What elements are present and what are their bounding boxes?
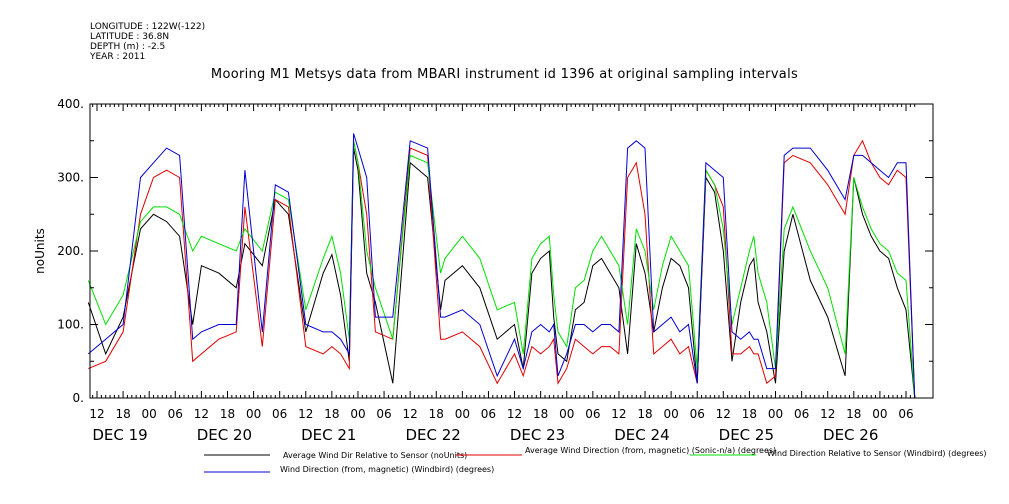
- x-day-label: DEC 20: [197, 426, 252, 444]
- x-hour-label: 06: [168, 407, 183, 421]
- x-hour-label: 12: [298, 407, 313, 421]
- x-hour-label: 00: [663, 407, 678, 421]
- x-hour-label: 06: [898, 407, 913, 421]
- x-day-label: DEC 23: [510, 426, 565, 444]
- x-day-label: DEC 21: [301, 426, 356, 444]
- y-tick-label: 200.: [57, 244, 84, 258]
- x-hour-label: 06: [585, 407, 600, 421]
- metadata-block: LONGITUDE : 122W(-122) LATITUDE : 36.8N …: [90, 22, 205, 62]
- x-hour-label: 12: [89, 407, 104, 421]
- y-tick-label: 0.: [73, 391, 84, 405]
- year-text: YEAR : 2011: [90, 52, 146, 62]
- x-hour-label: 18: [429, 407, 444, 421]
- x-day-label: DEC 24: [614, 426, 669, 444]
- legend-label: Wind Direction (from, magnetic) (Windbir…: [280, 465, 494, 474]
- x-hour-label: 06: [794, 407, 809, 421]
- series-line-1: [87, 148, 916, 399]
- y-tick-label: 100.: [57, 318, 84, 332]
- x-day-label: DEC 19: [92, 426, 147, 444]
- y-axis-label: noUnits: [33, 228, 47, 274]
- x-hour-label: 12: [820, 407, 835, 421]
- legend-label: Average Wind Dir Relative to Sensor (noU…: [283, 451, 467, 460]
- legend-label: Wind Direction Relative to Sensor (Windb…: [767, 449, 987, 458]
- x-hour-label: 00: [768, 407, 783, 421]
- x-hour-label: 06: [690, 407, 705, 421]
- longitude-text: LONGITUDE : 122W(-122): [90, 22, 206, 32]
- x-hour-label: 06: [376, 407, 391, 421]
- legend: Average Wind Dir Relative to Sensor (noU…: [204, 446, 987, 474]
- x-hour-label: 06: [481, 407, 496, 421]
- x-hour-label: 18: [846, 407, 861, 421]
- plot-lines: [87, 133, 916, 399]
- legend-label: Average Wind Direction (from, magnetic) …: [525, 446, 776, 455]
- y-tick-label: 400.: [57, 97, 84, 111]
- axes: 0. 100. 200. 300. 400. 12 18 00 06 12 18 00 06 12 18 00…: [57, 97, 933, 444]
- x-hour-label: 00: [455, 407, 470, 421]
- latitude-text: LATITUDE : 36.8N: [90, 32, 170, 42]
- series-line-2: [88, 139, 916, 399]
- y-tick-label: 300.: [57, 171, 84, 185]
- x-hour-label: 18: [742, 407, 757, 421]
- x-hour-label: 00: [350, 407, 365, 421]
- x-hour-label: 00: [142, 407, 157, 421]
- x-hour-label: 00: [559, 407, 574, 421]
- x-hour-label: 06: [272, 407, 287, 421]
- x-hour-label: 12: [403, 407, 418, 421]
- x-day-label: DEC 25: [719, 426, 774, 444]
- x-hour-label: 12: [507, 407, 522, 421]
- x-hour-label: 12: [716, 407, 731, 421]
- series-line-4: [87, 133, 916, 399]
- x-hour-label: 18: [115, 407, 130, 421]
- x-hour-label: 12: [194, 407, 209, 421]
- x-hour-label: 18: [637, 407, 652, 421]
- x-hour-label: 18: [533, 407, 548, 421]
- x-hour-label: 00: [246, 407, 261, 421]
- x-hour-label: 18: [324, 407, 339, 421]
- x-day-label: DEC 26: [823, 426, 878, 444]
- x-hour-label: 12: [611, 407, 626, 421]
- chart-title: Mooring M1 Metsys data from MBARI instru…: [210, 67, 799, 82]
- x-hour-label: 18: [220, 407, 235, 421]
- x-hour-label: 00: [872, 407, 887, 421]
- series-line-3: [87, 140, 916, 399]
- depth-text: DEPTH (m) : -2.5: [90, 42, 166, 52]
- x-day-label: DEC 22: [405, 426, 460, 444]
